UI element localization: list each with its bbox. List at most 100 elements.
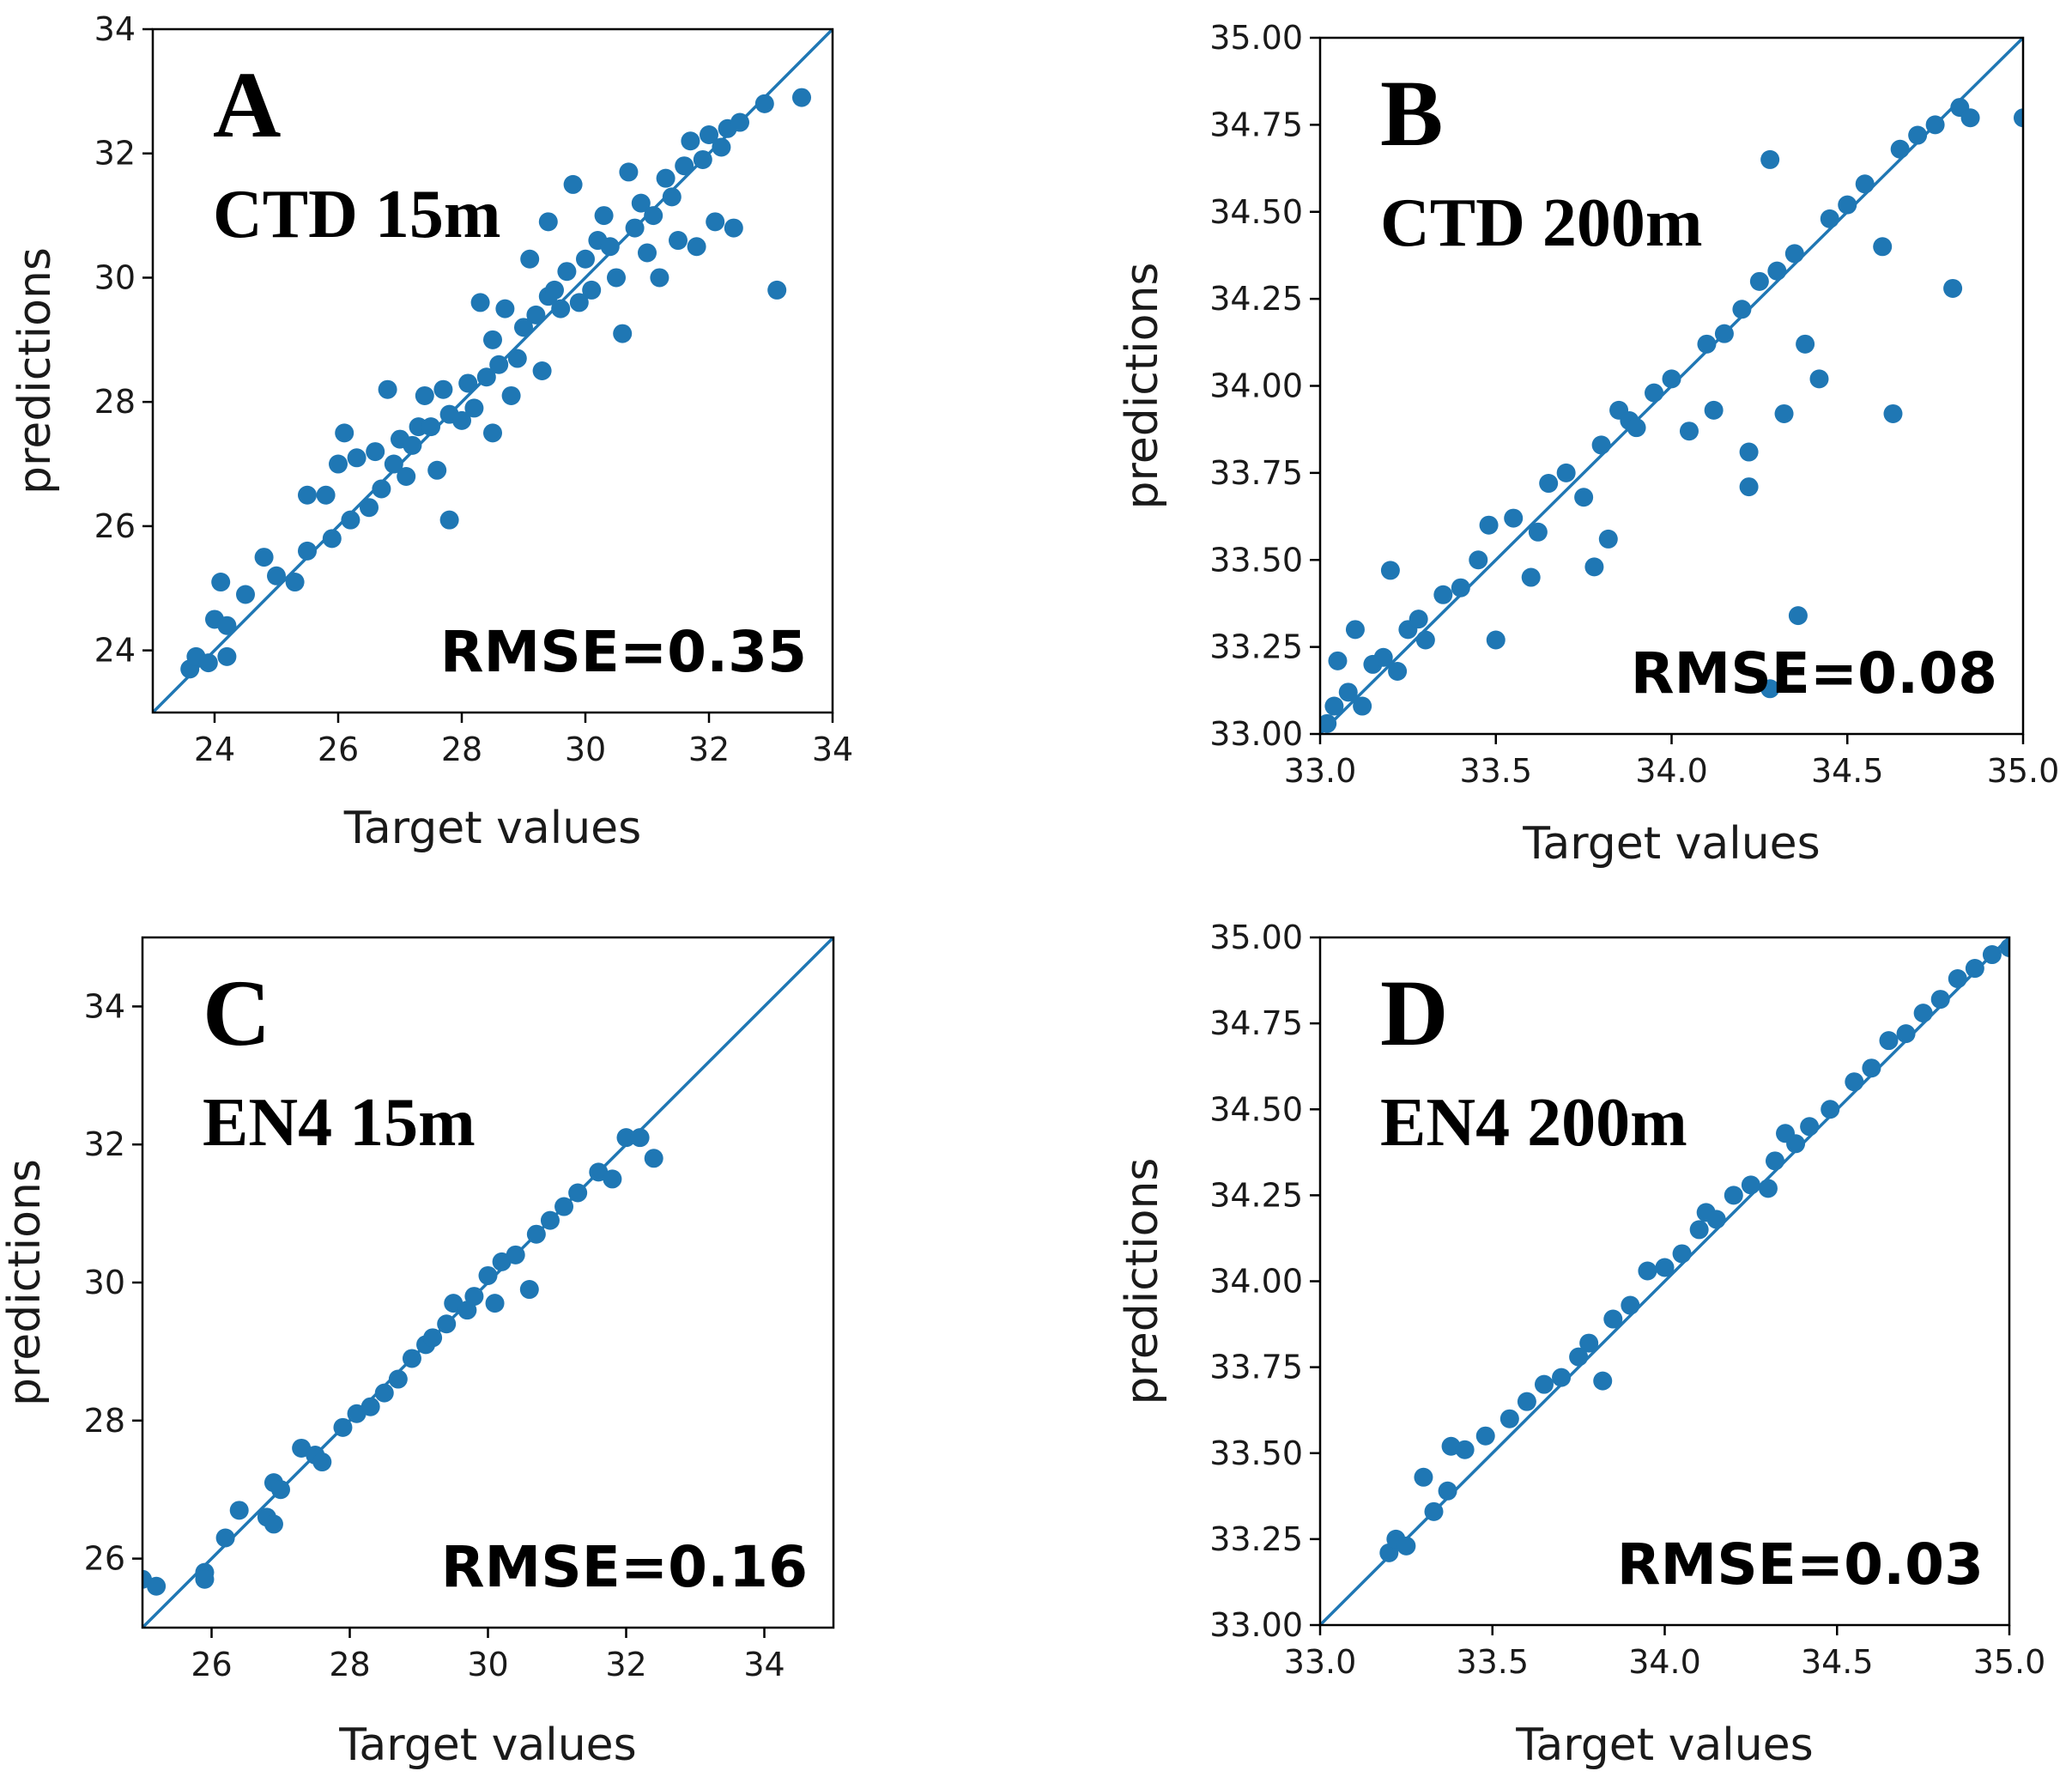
- data-point: [1456, 1440, 1475, 1459]
- data-point: [312, 1453, 331, 1471]
- data-point: [541, 1211, 560, 1230]
- data-point: [1574, 488, 1593, 506]
- data-point: [1767, 262, 1786, 281]
- data-point: [712, 137, 730, 156]
- data-point: [1645, 384, 1663, 403]
- x-tick-label: 30: [565, 731, 606, 768]
- data-point: [1396, 1537, 1415, 1556]
- y-tick-label: 32: [94, 135, 136, 173]
- data-point: [211, 573, 230, 591]
- data-point: [199, 653, 218, 672]
- y-tick-label: 34: [84, 987, 125, 1025]
- x-axis-label: Target values: [1522, 818, 1821, 870]
- data-point: [479, 1266, 498, 1285]
- x-tick-label: 33.0: [1284, 752, 1357, 790]
- data-point: [1766, 1151, 1784, 1170]
- data-point: [603, 1169, 621, 1188]
- data-point: [1656, 1258, 1675, 1277]
- data-point: [1518, 1392, 1536, 1411]
- x-tick-label: 28: [441, 731, 482, 768]
- data-point: [1579, 1334, 1598, 1353]
- data-point: [329, 455, 348, 474]
- data-point: [1845, 1072, 1863, 1091]
- y-tick-label: 32: [84, 1125, 125, 1163]
- y-tick-label: 28: [94, 383, 136, 421]
- data-point: [1451, 579, 1470, 597]
- data-point: [638, 244, 657, 263]
- y-tick-label: 34.50: [1209, 193, 1303, 231]
- data-point: [333, 1418, 352, 1437]
- data-point: [1424, 1502, 1443, 1521]
- data-point: [1388, 662, 1407, 681]
- data-point: [1480, 516, 1499, 535]
- data-point: [317, 486, 336, 505]
- data-point: [669, 231, 688, 250]
- data-point: [601, 237, 620, 256]
- data-point: [379, 380, 397, 399]
- data-point: [298, 486, 317, 505]
- data-point: [1966, 959, 1984, 978]
- panel-letter: A: [213, 52, 281, 157]
- data-point: [1821, 209, 1839, 228]
- x-tick-label: 26: [191, 1646, 232, 1683]
- data-point: [755, 94, 774, 113]
- y-tick-label: 34.00: [1209, 1263, 1303, 1301]
- data-point: [1353, 697, 1372, 716]
- data-point: [506, 1246, 525, 1265]
- data-point: [1504, 509, 1523, 528]
- y-tick-label: 33.50: [1209, 541, 1303, 579]
- data-point: [483, 423, 502, 442]
- data-point: [230, 1501, 249, 1519]
- data-point: [1707, 1210, 1726, 1228]
- data-point: [1469, 550, 1487, 569]
- data-point: [1439, 1482, 1457, 1501]
- y-tick-label: 34: [94, 10, 136, 48]
- data-point: [1529, 523, 1548, 542]
- data-point: [217, 647, 236, 666]
- panel-letter: C: [203, 961, 270, 1065]
- data-point: [631, 1128, 650, 1147]
- panel-c: 26 28 30 32 34 26 28 30 32 34 Target values predict…: [0, 937, 833, 1771]
- data-point: [1381, 561, 1400, 579]
- data-point: [1796, 335, 1815, 354]
- data-point: [403, 1349, 421, 1368]
- data-point: [403, 436, 421, 455]
- data-point: [1873, 237, 1892, 256]
- x-axis-label: Target values: [1515, 1719, 1814, 1771]
- data-point: [619, 162, 638, 181]
- data-point: [681, 131, 700, 150]
- data-point: [298, 542, 317, 561]
- y-tick-label: 33.75: [1209, 1349, 1303, 1386]
- x-tick-label: 34.0: [1635, 752, 1708, 790]
- y-tick-label: 30: [94, 258, 136, 296]
- data-point: [437, 1314, 456, 1333]
- data-point: [1732, 300, 1751, 318]
- data-point: [694, 150, 712, 169]
- data-point: [195, 1570, 214, 1589]
- data-point: [645, 1149, 663, 1167]
- data-point: [1800, 1117, 1819, 1136]
- x-axis-label: Target values: [338, 1719, 637, 1771]
- x-tick-label: 34: [812, 731, 853, 768]
- data-point: [1627, 418, 1646, 437]
- y-tick-label: 34.50: [1209, 1090, 1303, 1128]
- x-tick-label: 24: [194, 731, 235, 768]
- data-point: [1339, 682, 1358, 701]
- data-point: [767, 281, 786, 300]
- data-point: [1433, 585, 1452, 604]
- data-point: [1593, 1372, 1612, 1391]
- data-point: [1416, 631, 1435, 650]
- data-point: [458, 373, 477, 392]
- panel-letter: D: [1380, 961, 1448, 1065]
- data-point: [397, 467, 415, 486]
- data-point: [576, 250, 595, 269]
- x-tick-label: 33.5: [1459, 752, 1532, 790]
- data-point: [264, 1514, 283, 1533]
- x-tick-label: 32: [688, 731, 730, 768]
- data-point: [323, 529, 342, 548]
- data-point: [1500, 1410, 1519, 1428]
- x-tick-label: 28: [329, 1646, 370, 1683]
- data-point: [1759, 1179, 1778, 1198]
- data-point: [1592, 435, 1611, 454]
- figure: 24 26 28 30 32 34242628303234Target valuespre…: [0, 0, 2072, 1777]
